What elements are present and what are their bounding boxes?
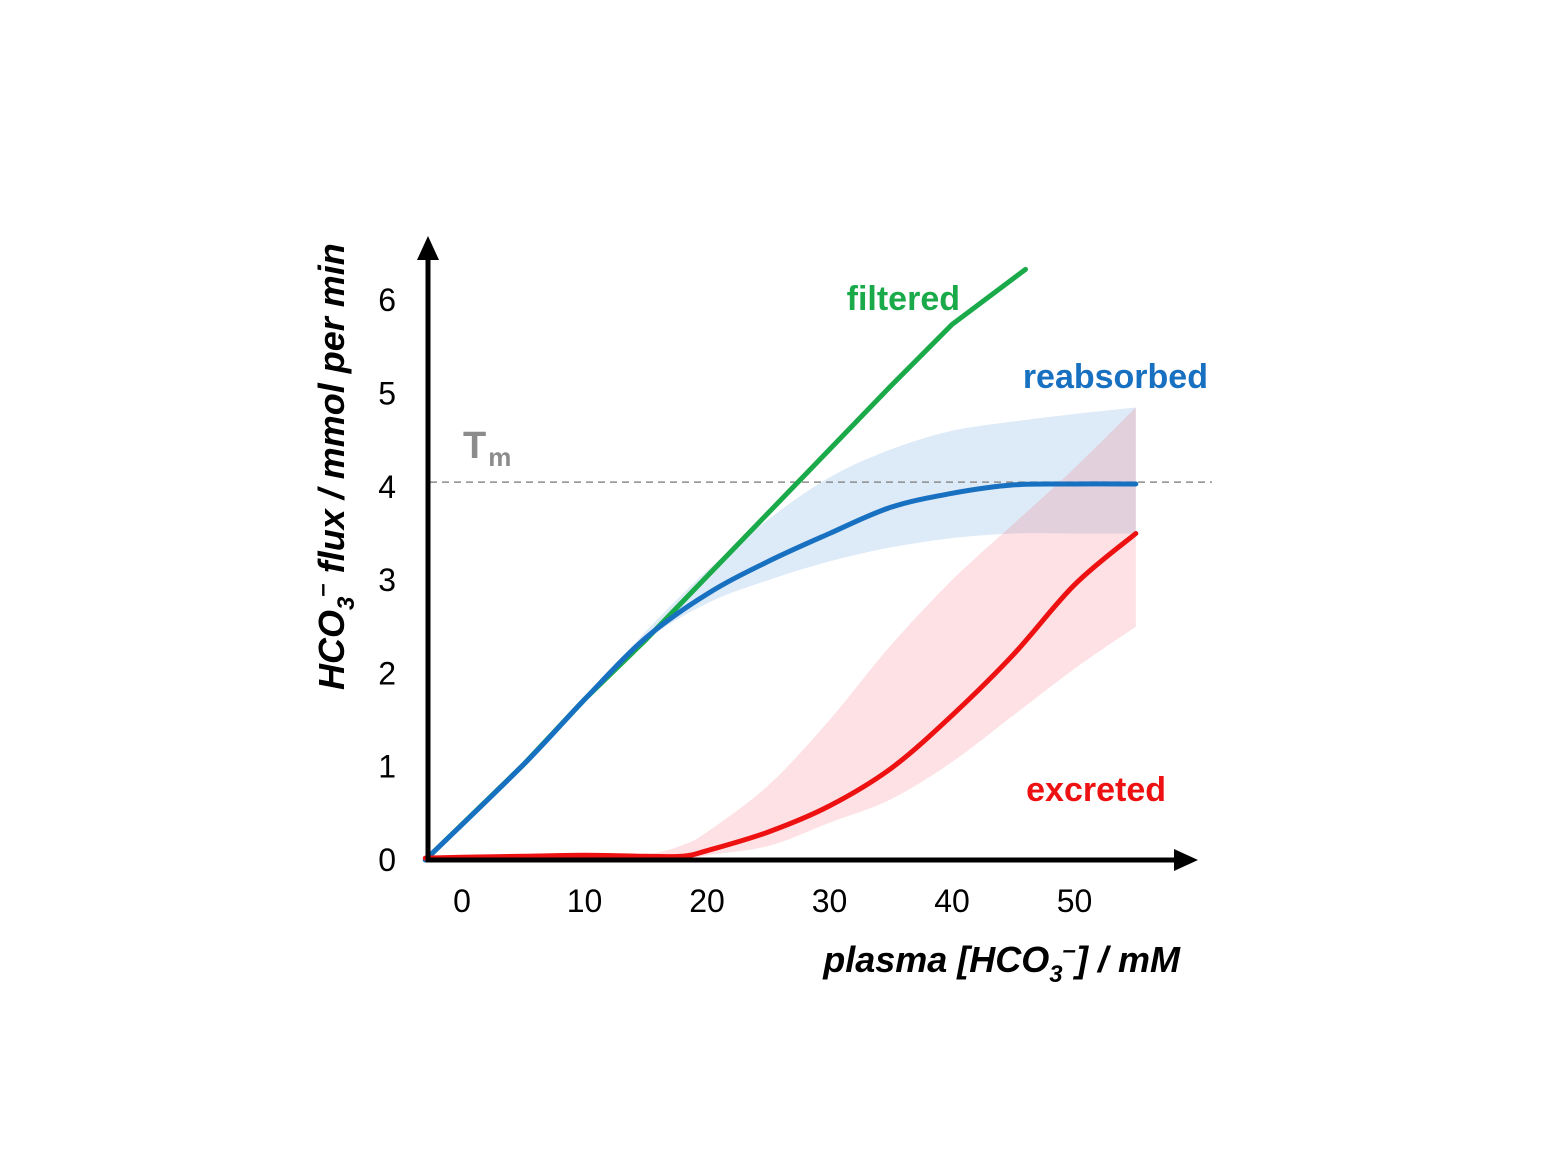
x-axis-title-sup: – [1063, 937, 1076, 964]
threshold-label: Tm [463, 425, 511, 472]
threshold-label-sub: m [488, 442, 511, 472]
threshold-label-main: T [463, 425, 486, 467]
y-tick-label: 3 [378, 562, 396, 598]
x-axis-title-sub: 3 [1049, 961, 1063, 988]
y-axis-arrowhead [417, 236, 439, 260]
confidence-band-excreted [425, 407, 1136, 861]
x-axis-arrowhead [1174, 849, 1198, 871]
y-axis-title-sup: – [309, 583, 336, 596]
x-tick-labels: 0 10 20 30 40 50 [453, 883, 1092, 919]
axes [417, 236, 1198, 871]
y-tick-label: 1 [378, 749, 396, 785]
y-tick-labels: 0 1 2 3 4 5 6 [378, 282, 396, 878]
series-label-filtered: filtered [847, 280, 960, 318]
x-tick-label: 50 [1057, 883, 1093, 919]
confidence-band-reabsorbed [425, 407, 1136, 860]
series-line-reabsorbed [422, 481, 1139, 863]
x-axis-title: plasma [HCO3–] / mM [822, 937, 1181, 988]
y-tick-label: 0 [378, 842, 396, 878]
y-tick-label: 2 [378, 655, 396, 691]
y-axis-title-suffix: flux / mmol per min [311, 243, 352, 583]
x-tick-label: 40 [934, 883, 970, 919]
y-tick-label: 5 [378, 376, 396, 412]
y-axis-title-sub: 3 [333, 596, 360, 610]
y-axis-title-prefix: HCO [311, 610, 352, 690]
x-tick-label: 10 [567, 883, 603, 919]
series-lines [422, 266, 1139, 863]
confidence-bands [425, 407, 1136, 861]
x-tick-label: 0 [453, 883, 471, 919]
x-tick-label: 20 [689, 883, 725, 919]
y-tick-label: 6 [378, 282, 396, 318]
x-axis-title-prefix: plasma [HCO [822, 939, 1049, 980]
series-label-reabsorbed: reabsorbed [1023, 358, 1208, 396]
y-tick-label: 4 [378, 469, 396, 505]
x-tick-label: 30 [812, 883, 848, 919]
series-label-excreted: excreted [1026, 771, 1166, 809]
y-axis-title: HCO3– flux / mmol per min [309, 243, 360, 690]
x-axis-title-suffix: ] / mM [1072, 939, 1181, 980]
series-line-excreted [422, 531, 1139, 861]
